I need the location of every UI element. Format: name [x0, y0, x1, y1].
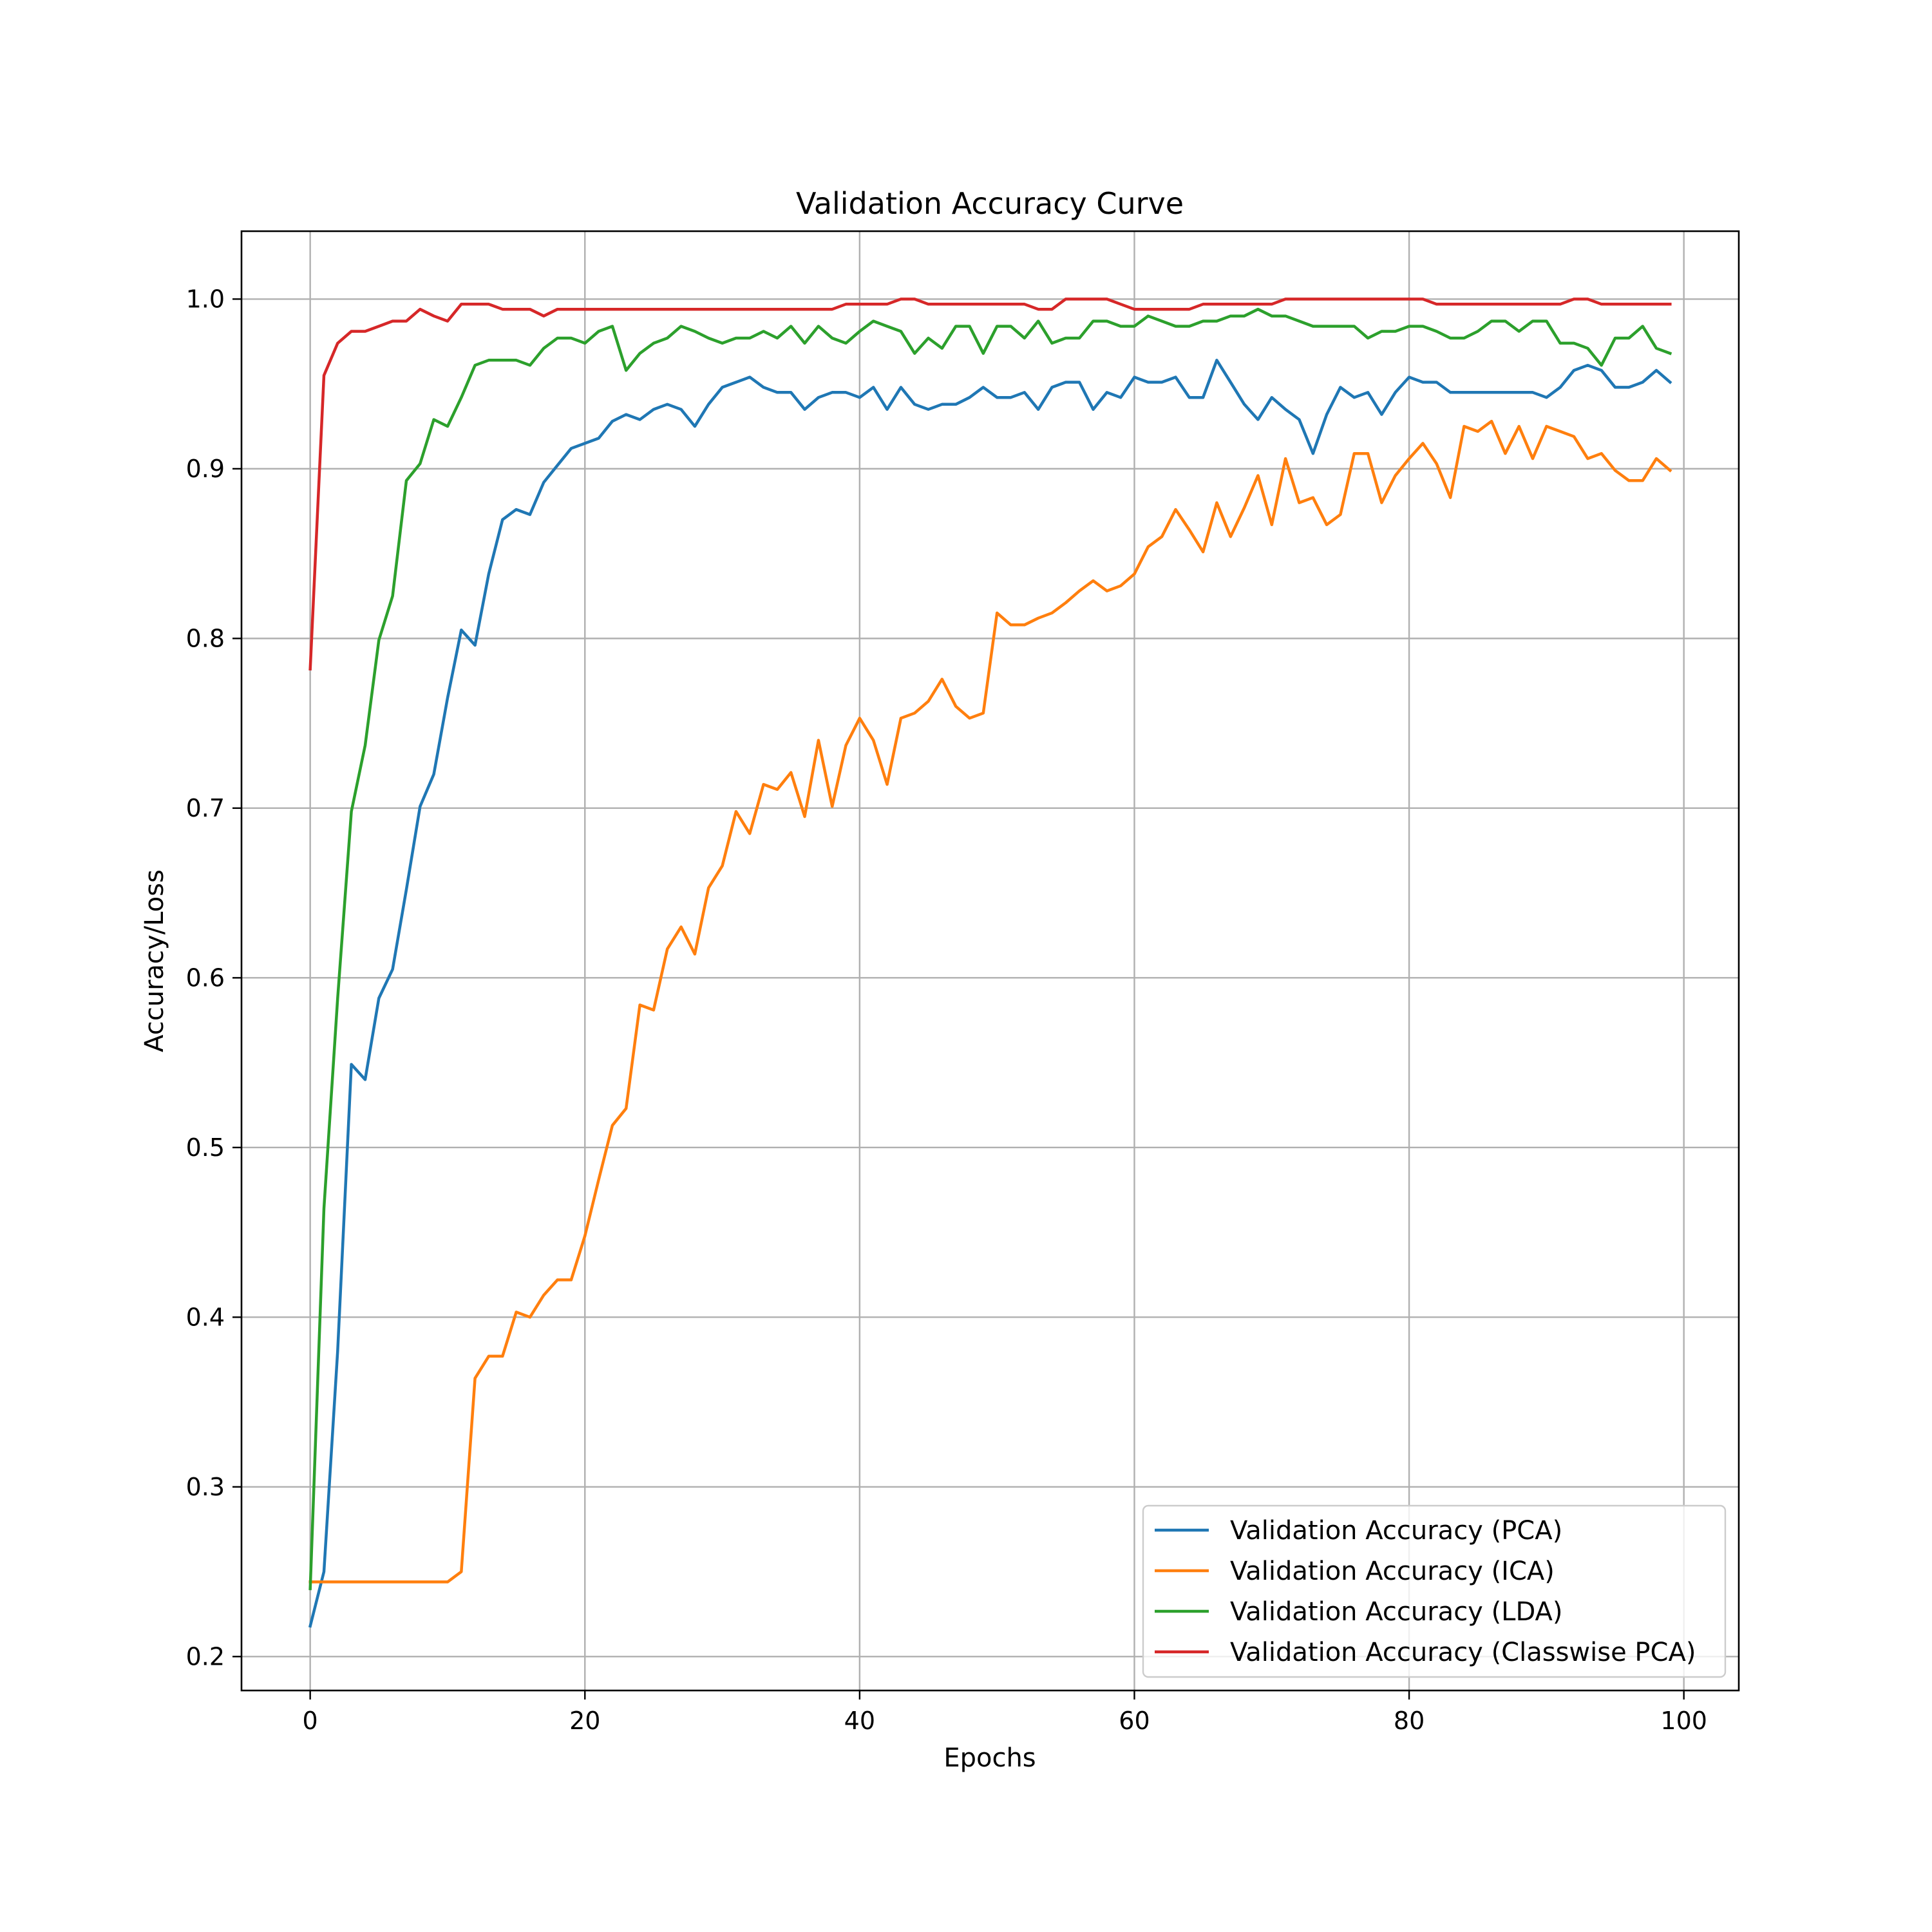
series-line-2 — [308, 419, 1672, 1584]
y-tick-label: 0.2 — [186, 1642, 225, 1671]
x-tick-label: 40 — [844, 1707, 875, 1735]
series-line-3 — [308, 307, 1672, 1591]
legend-label-2: Validation Accuracy (ICA) — [1230, 1557, 1555, 1586]
y-axis-title: Accuracy/Loss — [140, 869, 169, 1052]
y-tick-label: 0.6 — [186, 963, 225, 992]
y-tick-label: 0.5 — [186, 1133, 225, 1162]
legend-box — [1142, 1504, 1727, 1678]
x-tick-label: 80 — [1394, 1707, 1425, 1735]
series-line-4 — [308, 298, 1672, 671]
y-tick-label: 0.9 — [186, 455, 225, 483]
y-tick-label: 0.7 — [186, 794, 225, 822]
legend: Validation Accuracy (PCA) Validation Accu… — [1142, 1504, 1727, 1678]
x-axis-title: Epochs — [943, 1743, 1036, 1773]
x-tick-label: 60 — [1119, 1707, 1150, 1735]
series-line-1 — [308, 359, 1672, 1628]
chart-title: Validation Accuracy Curve — [796, 186, 1184, 221]
x-tick-label: 0 — [303, 1707, 318, 1735]
x-axis: 0 20 40 60 80 100 — [303, 1690, 1707, 1735]
y-tick-label: 0.8 — [186, 624, 225, 652]
legend-label-4: Validation Accuracy (Classwise PCA) — [1230, 1638, 1696, 1667]
y-tick-label: 1.0 — [186, 285, 225, 313]
series-layer — [308, 298, 1672, 1628]
x-tick-label: 100 — [1660, 1707, 1707, 1735]
y-tick-label: 0.3 — [186, 1473, 225, 1501]
y-axis: 0.2 0.3 0.4 0.5 0.6 0.7 0.8 0.9 1.0 — [186, 285, 242, 1671]
x-tick-label: 20 — [569, 1707, 600, 1735]
y-tick-label: 0.4 — [186, 1303, 225, 1331]
legend-label-1: Validation Accuracy (PCA) — [1230, 1516, 1562, 1546]
plot-area-frame — [240, 230, 1740, 1692]
grid-layer — [242, 231, 1739, 1690]
legend-label-3: Validation Accuracy (LDA) — [1230, 1597, 1563, 1627]
